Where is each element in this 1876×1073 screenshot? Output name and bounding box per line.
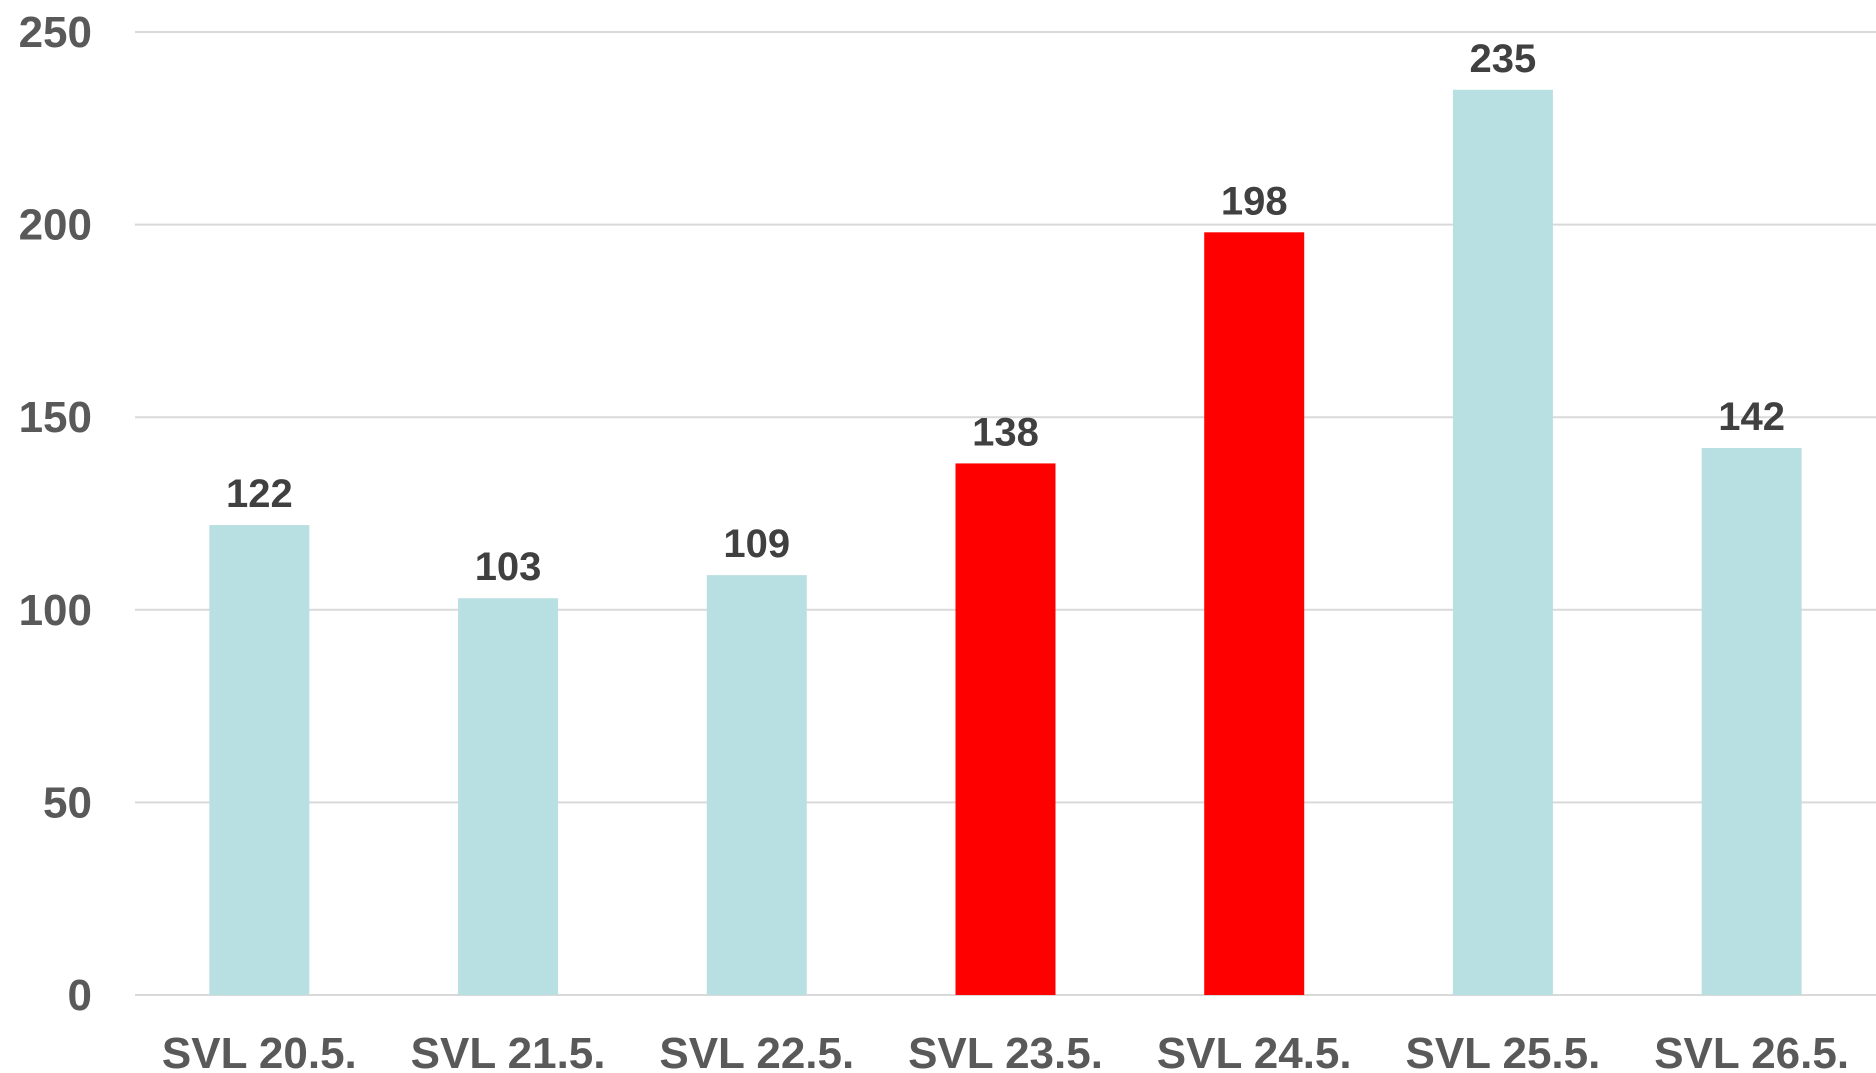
y-tick-label: 150: [19, 393, 92, 442]
y-tick-label: 200: [19, 201, 92, 250]
data-label: 142: [1718, 395, 1785, 439]
y-tick-label: 100: [19, 586, 92, 635]
bar-1: [209, 525, 310, 995]
x-tick-label: SVL 20.5.: [162, 1029, 357, 1073]
y-tick-label: 0: [68, 971, 92, 1020]
bar-4: [955, 463, 1056, 995]
data-label: 103: [475, 545, 542, 589]
data-label: 235: [1470, 37, 1537, 81]
x-tick-label: SVL 23.5.: [908, 1029, 1103, 1073]
bar-6: [1452, 89, 1553, 995]
y-axis-ticks: 0 50 100 150 200 250: [19, 8, 92, 1020]
x-tick-label: SVL 26.5.: [1654, 1029, 1849, 1073]
data-label: 109: [723, 522, 790, 566]
bar-3: [706, 575, 807, 995]
x-axis-labels: SVL 20.5. SVL 21.5. SVL 22.5. SVL 23.5. SVL …: [162, 1029, 1849, 1073]
y-tick-label: 250: [19, 8, 92, 57]
data-labels: 122 103 109 138 198 235 142: [226, 37, 1785, 589]
data-label: 138: [972, 410, 1039, 454]
x-tick-label: SVL 24.5.: [1157, 1029, 1352, 1073]
data-label: 198: [1221, 179, 1288, 223]
bar-7: [1701, 448, 1802, 995]
x-tick-label: SVL 22.5.: [659, 1029, 854, 1073]
bar-2: [458, 598, 559, 995]
bar-5: [1204, 232, 1305, 995]
bars: [209, 89, 1802, 995]
x-tick-label: SVL 25.5.: [1405, 1029, 1600, 1073]
data-label: 122: [226, 472, 293, 516]
y-tick-label: 50: [43, 778, 92, 827]
x-tick-label: SVL 21.5.: [411, 1029, 606, 1073]
